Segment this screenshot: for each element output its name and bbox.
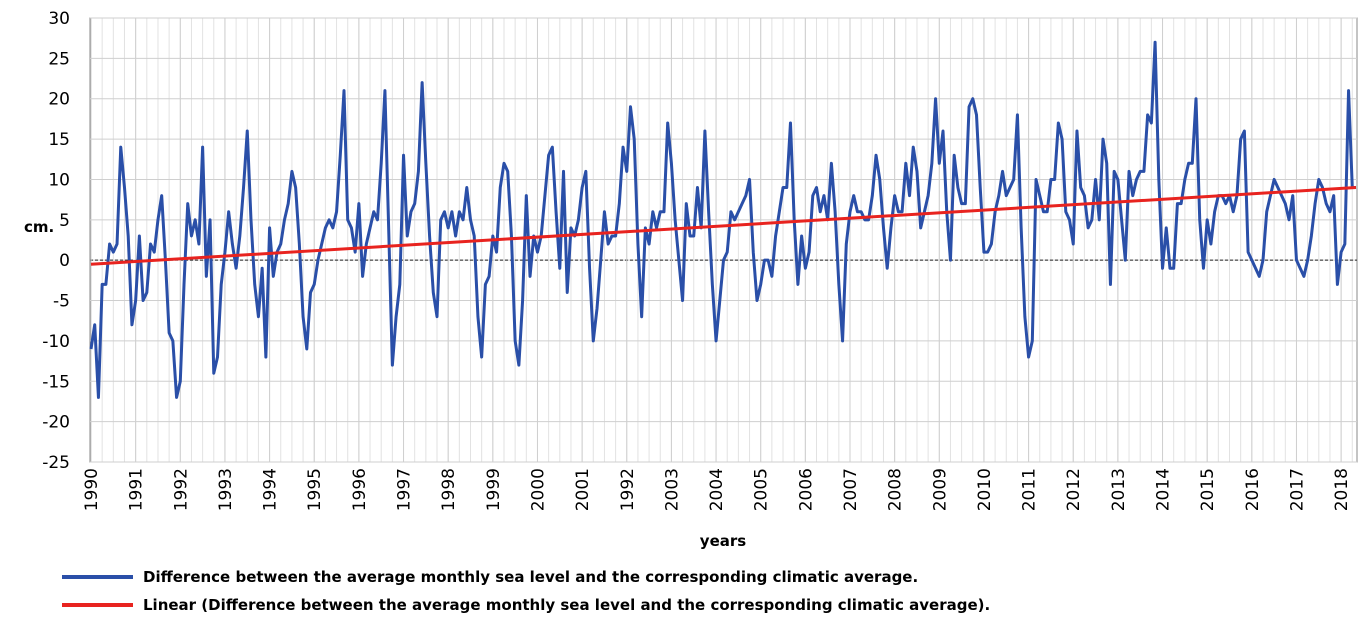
x-tick-label: 2010 [975, 468, 995, 511]
x-tick-label: 1995 [305, 468, 325, 511]
x-tick-label: 1990 [82, 468, 102, 511]
x-tick-label: 2009 [930, 468, 950, 511]
legend-label: Difference between the average monthly s… [143, 568, 918, 586]
x-tick-label: 1994 [261, 468, 281, 511]
y-tick-label: 5 [59, 211, 70, 231]
trend-line [90, 186, 1357, 266]
y-tick-label: 30 [48, 9, 70, 29]
legend-label: Linear (Difference between the average m… [143, 596, 990, 614]
plot-area [89, 17, 1358, 463]
data-line [89, 40, 1356, 399]
y-tick-label: 0 [59, 251, 70, 271]
x-tick-label: 2018 [1332, 468, 1352, 511]
y-tick-label: -15 [42, 372, 70, 392]
x-tick-label: 1996 [350, 468, 370, 511]
x-tick-label: 1993 [216, 468, 236, 511]
x-tick-label: 2007 [841, 468, 861, 511]
y-tick-label: -5 [53, 292, 70, 312]
y-tick-label: 15 [48, 130, 70, 150]
x-tick-label: 2003 [662, 468, 682, 511]
x-tick-label: 1991 [127, 468, 147, 511]
y-axis-label: cm. [24, 218, 54, 236]
x-tick-label: 1992 [171, 468, 191, 511]
x-tick-label: 2006 [796, 468, 816, 511]
x-tick-label: 2008 [886, 468, 906, 511]
y-tick-label: 10 [48, 170, 70, 190]
x-tick-label: 2004 [707, 468, 727, 511]
y-tick-label: -20 [42, 413, 70, 433]
x-tick-label: 2015 [1198, 468, 1218, 511]
x-tick-label: 1992 [618, 468, 638, 511]
y-tick-label: 25 [48, 49, 70, 69]
x-tick-label: 2000 [528, 468, 548, 511]
x-tick-label: 2012 [1064, 468, 1084, 511]
y-tick-label: 20 [48, 90, 70, 110]
x-tick-label: 1997 [395, 468, 415, 511]
legend: Difference between the average monthly s… [62, 568, 990, 614]
x-tick-label: 2005 [752, 468, 772, 511]
x-tick-label: 2011 [1020, 468, 1040, 511]
y-tick-label: -25 [42, 453, 70, 473]
x-tick-label: 2013 [1109, 468, 1129, 511]
x-tick-label: 2017 [1287, 468, 1307, 511]
x-tick-label: 2016 [1243, 468, 1263, 511]
x-tick-label: 1998 [439, 468, 459, 511]
x-tick-label: 2001 [573, 468, 593, 511]
x-tick-label: 1999 [484, 468, 504, 511]
x-tick-label: 2014 [1154, 468, 1174, 511]
x-axis-label: years [700, 532, 746, 550]
y-tick-label: -10 [42, 332, 70, 352]
